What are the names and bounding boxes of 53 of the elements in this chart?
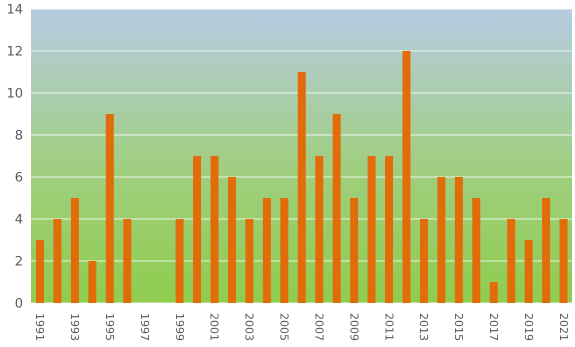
x-tick-label: 2013 bbox=[417, 313, 430, 341]
x-tick-label: 2001 bbox=[208, 313, 221, 341]
x-tick-label: 2005 bbox=[278, 313, 291, 341]
bar bbox=[106, 114, 114, 303]
x-tick-label: 2007 bbox=[312, 313, 326, 341]
x-tick-label: 2017 bbox=[486, 313, 500, 341]
bar bbox=[350, 198, 358, 303]
bar bbox=[420, 219, 428, 303]
bar bbox=[472, 198, 480, 303]
y-tick-label: 4 bbox=[14, 212, 23, 228]
bar bbox=[507, 219, 516, 303]
bar bbox=[88, 261, 96, 303]
bar bbox=[123, 219, 132, 303]
bar bbox=[332, 114, 341, 303]
bar bbox=[298, 72, 306, 303]
y-tick-label: 8 bbox=[14, 128, 23, 144]
bar bbox=[210, 156, 219, 303]
bar bbox=[437, 177, 446, 303]
bar bbox=[176, 219, 184, 303]
y-tick-label: 12 bbox=[6, 44, 23, 60]
bar bbox=[36, 240, 44, 303]
bar bbox=[454, 177, 463, 303]
bar bbox=[228, 177, 236, 303]
y-tick-label: 6 bbox=[14, 170, 23, 186]
x-tick-label: 2019 bbox=[522, 313, 535, 341]
x-tick-label: 2009 bbox=[347, 313, 360, 341]
x-tick-label: 2021 bbox=[556, 313, 570, 341]
x-tick-label: 1997 bbox=[138, 313, 151, 341]
x-tick-label: 1995 bbox=[103, 313, 116, 341]
y-tick-label: 10 bbox=[6, 86, 23, 102]
x-tick-label: 2003 bbox=[242, 313, 256, 341]
x-tick-label: 2015 bbox=[452, 313, 466, 341]
bar bbox=[402, 51, 410, 303]
y-tick-label: 14 bbox=[6, 2, 23, 18]
x-tick-label: 1991 bbox=[33, 313, 46, 341]
bar bbox=[524, 240, 533, 303]
bar bbox=[315, 156, 324, 303]
bar bbox=[280, 198, 288, 303]
y-tick-label: 0 bbox=[14, 296, 23, 312]
x-tick-label: 1993 bbox=[68, 313, 82, 341]
bar bbox=[560, 219, 568, 303]
y-tick-label: 2 bbox=[14, 254, 23, 270]
bar bbox=[262, 198, 271, 303]
x-tick-label: 1999 bbox=[172, 313, 186, 341]
bar bbox=[385, 156, 394, 303]
x-tick-label: 2011 bbox=[382, 313, 396, 341]
bar bbox=[193, 156, 202, 303]
bar bbox=[542, 198, 550, 303]
bar bbox=[70, 198, 79, 303]
bar bbox=[53, 219, 62, 303]
bar bbox=[245, 219, 254, 303]
bar bbox=[368, 156, 376, 303]
bar bbox=[490, 282, 498, 303]
